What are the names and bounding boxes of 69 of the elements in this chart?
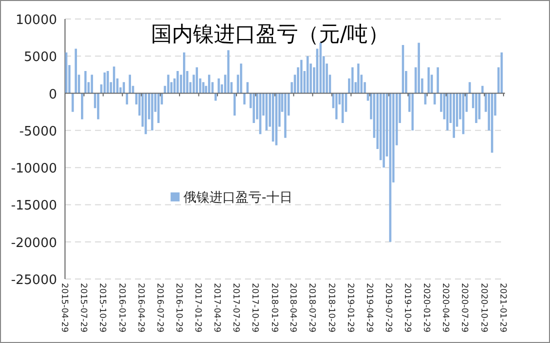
x-tick-label: 2019-01-29 (345, 283, 356, 332)
bar (151, 93, 154, 130)
bar (342, 93, 344, 123)
x-tick-label: 2020-01-29 (421, 283, 432, 332)
x-tick-label: 2015-07-29 (78, 283, 88, 332)
bar (462, 93, 464, 134)
bar (252, 93, 255, 123)
bar (478, 93, 480, 120)
bar (500, 52, 503, 94)
x-tick-label: 2018-04-29 (288, 283, 298, 332)
bar (208, 74, 210, 94)
bar (475, 93, 478, 123)
bar (167, 74, 170, 94)
y-tick-label: -25000 (10, 273, 57, 288)
bar (202, 82, 204, 94)
bar (196, 67, 198, 94)
bar (418, 42, 420, 94)
y-tick-label: -10000 (10, 162, 57, 177)
y-tick-label: -15000 (10, 198, 57, 214)
x-tick-label: 2016-07-29 (154, 283, 164, 332)
bar (65, 52, 68, 94)
y-tick-label: -5000 (19, 124, 57, 140)
bar (72, 93, 74, 112)
x-tick-label: 2020-10-29 (478, 283, 488, 332)
x-tick-label: 2016-10-29 (174, 283, 184, 332)
bar (389, 93, 392, 242)
x-tick-label: 2020-04-29 (440, 283, 450, 332)
bar (468, 82, 471, 94)
bar (122, 82, 125, 94)
bar (97, 93, 100, 120)
x-tick-label: 2017-04-29 (212, 283, 222, 332)
x-tick-label: 2017-07-29 (230, 283, 240, 332)
bar (259, 93, 262, 134)
x-tick-label: 2019-07-29 (382, 283, 393, 332)
x-tick-label: 2015-10-29 (97, 283, 108, 332)
y-tick-label: 5000 (24, 50, 57, 66)
bar (106, 71, 109, 94)
x-tick-label: 2016-01-29 (116, 283, 126, 332)
x-tick-label: 2020-07-29 (459, 283, 470, 332)
x-tick-label: 2016-04-29 (135, 283, 146, 332)
bar (284, 93, 286, 138)
bar (218, 78, 220, 94)
y-tick-label: -20000 (10, 236, 57, 251)
bar (275, 93, 278, 146)
bar (382, 93, 385, 168)
y-tick-label: 0 (48, 87, 57, 102)
bar (434, 93, 436, 104)
x-tick-label: 2017-01-29 (192, 283, 203, 332)
bar (357, 64, 360, 94)
x-tick-label: 2015-04-29 (59, 283, 69, 332)
x-tick-label: 2019-04-29 (364, 283, 374, 332)
bar (176, 71, 179, 94)
x-tick-label: 2018-07-29 (306, 283, 317, 332)
bar (424, 93, 426, 104)
bar (144, 93, 147, 134)
bar (428, 67, 430, 94)
x-tick-label: 2021-01-29 (498, 283, 508, 332)
legend-label: 俄镍进口盈亏-十日 (184, 190, 292, 206)
bar (227, 50, 230, 94)
x-tick-label: 2018-01-29 (268, 283, 279, 332)
chart-title: 国内镍进口盈亏（元/吨） (150, 22, 390, 46)
x-tick-label: 2019-10-29 (402, 283, 412, 332)
bar (306, 56, 309, 94)
y-tick-label: 10000 (16, 13, 57, 28)
x-tick-label: 2017-10-29 (250, 283, 260, 332)
bar (74, 48, 77, 94)
bar (436, 67, 439, 94)
bar (104, 72, 106, 94)
x-tick-label: 2018-10-29 (326, 283, 336, 332)
